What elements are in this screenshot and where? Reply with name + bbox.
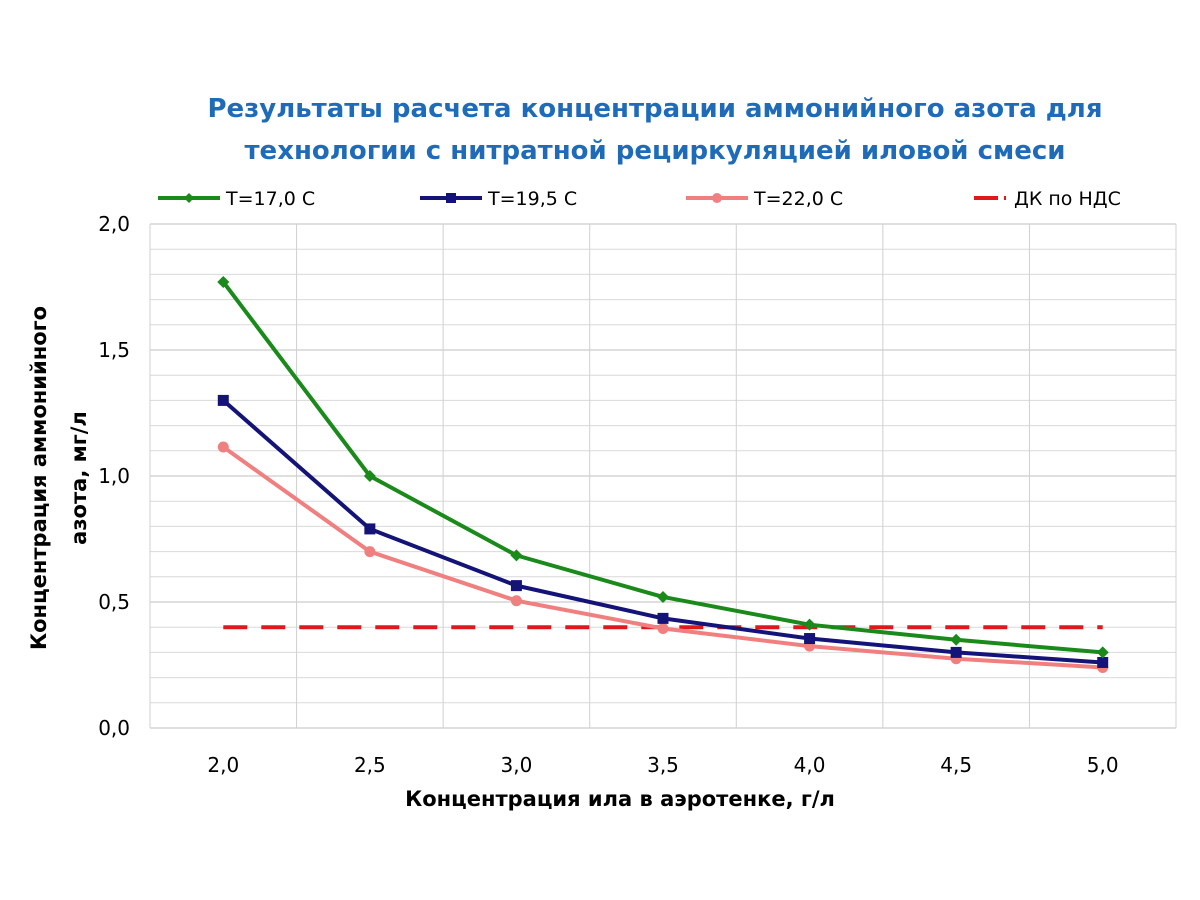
data-point [804,633,816,645]
data-point [712,193,722,203]
legend-item-1: T=19,5 C [420,188,577,210]
data-point [657,612,669,624]
y-axis-title: Концентрация аммонийного азота, мг/л [27,306,91,650]
y-axis-title-line-2: азота, мг/л [67,411,91,545]
y-tick-label: 0,0 [98,716,130,740]
chart-title: Результаты расчета концентрации аммонийн… [150,88,1160,172]
data-point [1097,656,1109,668]
legend-label: T=17,0 C [225,188,315,210]
series-1 [217,394,1109,668]
data-point [510,595,522,607]
data-point [1096,646,1109,659]
x-tick-labels: 2,0 2,5 3,0 3,5 4,0 4,5 5,0 [207,753,1118,777]
data-point [803,618,816,631]
chart-title-line-2: технологии с нитратной рециркуляцией ило… [244,136,1066,166]
y-tick-label: 0,5 [98,590,130,614]
data-point [363,470,376,482]
x-tick-label: 4,5 [940,753,972,777]
y-axis-title-line-1: Концентрация аммонийного [27,306,51,650]
legend-label: ДК по НДС [1014,188,1121,210]
y-tick-label: 1,0 [98,464,130,488]
legend-item-3: ДК по НДС [974,188,1121,210]
legend-label: T=19,5 C [487,188,577,210]
x-tick-label: 3,0 [501,753,533,777]
series-0 [217,275,1109,659]
data-point [510,549,523,562]
y-tick-label: 1,5 [98,338,130,362]
data-point [510,580,522,592]
chart-title-line-1: Результаты расчета концентрации аммонийн… [207,94,1103,124]
data-point [446,193,456,203]
data-point [364,546,376,558]
data-point [950,646,962,658]
legend-item-0: T=17,0 C [158,188,315,210]
data-point [950,633,963,646]
data-point [217,394,229,406]
data-point [217,275,230,288]
legend: T=17,0 C T=19,5 C T=22,0 C ДК по НДС [158,188,1121,210]
legend-item-2: T=22,0 C [686,188,843,210]
grid [149,223,1177,729]
x-tick-label: 3,5 [647,753,679,777]
y-tick-labels: 0,0 0,5 1,0 1,5 2,0 [98,212,130,740]
series-lines [217,275,1109,674]
data-point [184,193,194,203]
series-line [222,445,1103,670]
data-point [364,523,376,535]
data-point [657,590,669,603]
x-tick-label: 2,0 [207,753,239,777]
x-tick-label: 2,5 [354,753,386,777]
x-tick-label: 4,0 [794,753,826,777]
data-point [657,622,669,634]
y-tick-label: 2,0 [98,212,130,236]
x-tick-label: 5,0 [1087,753,1119,777]
data-point [217,441,229,453]
legend-label: T=22,0 C [753,188,843,210]
x-axis-title: Концентрация ила в аэротенке, г/л [405,787,835,811]
